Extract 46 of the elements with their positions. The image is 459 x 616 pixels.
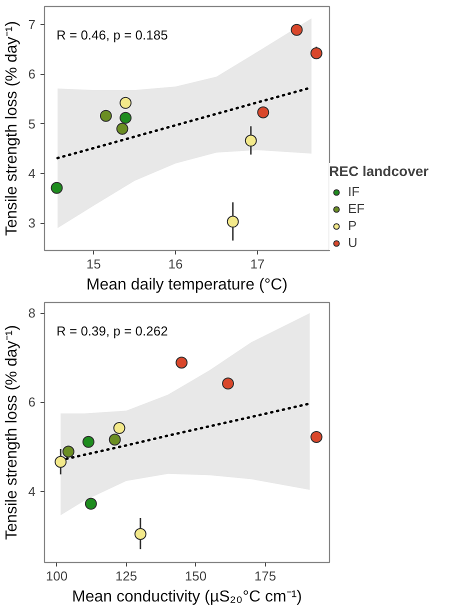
legend-label: U	[348, 235, 358, 250]
y-tick-label: 5	[28, 116, 36, 132]
x-axis-title: Mean daily temperature (°C)	[86, 276, 288, 294]
annotation: R = 0.46, p = 0.185	[56, 28, 168, 42]
point	[226, 216, 239, 228]
y-axis-title: Tensile strength loss (% day⁻¹)	[3, 325, 20, 540]
legend-label: EF	[348, 201, 366, 216]
point	[84, 498, 97, 510]
point	[244, 134, 257, 147]
y-tick-label: 3	[28, 216, 36, 231]
x-tick-label: 15	[86, 256, 101, 272]
x-tick-label: 125	[115, 568, 138, 584]
y-tick-label: 6	[28, 394, 36, 410]
point	[310, 47, 322, 60]
point	[62, 446, 74, 458]
point	[116, 122, 128, 135]
annotation: R = 0.39, p = 0.262	[56, 324, 168, 338]
x-tick-label: 16	[168, 256, 183, 272]
x-tick-label: 100	[46, 568, 68, 584]
point	[176, 356, 188, 369]
x-tick-label: 17	[250, 256, 265, 272]
y-tick-label: 6	[28, 66, 36, 82]
point	[100, 110, 112, 122]
point	[257, 106, 270, 118]
legend-title: REC landcover	[329, 163, 429, 179]
y-axis-title: Tensile strength loss (% day⁻¹)	[3, 21, 20, 236]
point	[222, 378, 234, 390]
point	[113, 422, 126, 434]
point	[120, 96, 132, 109]
point	[290, 24, 303, 36]
point	[50, 182, 63, 194]
point	[120, 112, 132, 124]
x-tick-label: 175	[254, 568, 276, 584]
legend-label: IF	[348, 184, 361, 199]
y-tick-label: 7	[28, 16, 36, 32]
y-tick-label: 8	[28, 306, 36, 321]
y-tick-label: 4	[28, 166, 36, 181]
x-tick-label: 150	[184, 568, 207, 584]
point	[310, 430, 322, 443]
point	[54, 456, 67, 468]
x-axis-title: Mean conductivity (µS₂₀°C cm⁻¹)	[72, 588, 302, 606]
y-tick-label: 4	[28, 484, 36, 499]
legend-label: P	[348, 218, 358, 233]
point	[108, 434, 121, 446]
point	[82, 436, 94, 448]
point	[134, 528, 146, 540]
